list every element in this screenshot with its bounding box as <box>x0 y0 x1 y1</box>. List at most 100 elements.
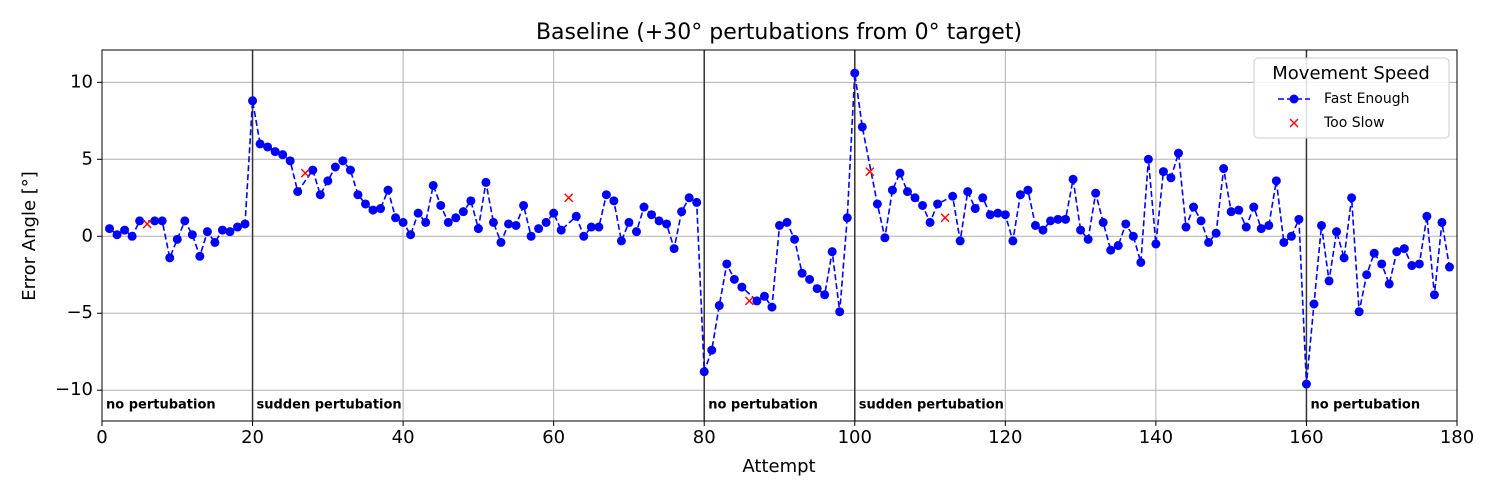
data-point <box>534 224 544 234</box>
data-point <box>1226 207 1236 217</box>
data-point <box>142 219 152 229</box>
data-point <box>1143 154 1153 164</box>
data-point <box>1444 262 1454 272</box>
data-point <box>556 225 566 235</box>
data-point <box>609 196 619 206</box>
data-point <box>1189 202 1199 212</box>
data-point <box>1061 214 1071 224</box>
y-tick-label: −5 <box>66 302 93 323</box>
data-point <box>1234 205 1244 215</box>
data-point <box>1437 217 1447 227</box>
data-point <box>797 268 807 278</box>
data-point <box>1173 148 1183 158</box>
data-point <box>391 213 401 223</box>
data-point <box>925 217 935 227</box>
data-point <box>699 367 709 377</box>
data-point <box>383 185 393 195</box>
data-point <box>1264 220 1274 230</box>
data-point <box>985 210 995 220</box>
data-point <box>1399 244 1409 254</box>
data-point <box>338 156 348 166</box>
phase-label: sudden pertubation <box>257 398 402 413</box>
data-point <box>1106 245 1116 255</box>
data-point <box>1196 216 1206 226</box>
data-point <box>172 234 182 244</box>
data-point <box>1249 202 1259 212</box>
data-point <box>1286 231 1296 241</box>
chart-title: Baseline (+30° pertubations from 0° targ… <box>536 20 1022 45</box>
data-point <box>1362 270 1372 280</box>
data-point <box>1211 228 1221 238</box>
data-point <box>1091 188 1101 198</box>
data-point <box>1008 236 1018 246</box>
data-point <box>549 208 559 218</box>
y-tick-label: −10 <box>55 379 93 400</box>
data-point <box>157 216 167 226</box>
legend: Movement Speed Fast Enough Too Slow <box>1253 57 1450 139</box>
x-tick-label: 60 <box>542 427 565 448</box>
data-point <box>263 142 273 152</box>
data-point <box>1181 222 1191 232</box>
data-point <box>1271 176 1281 186</box>
data-point <box>436 200 446 210</box>
x-axis-label: Attempt <box>742 456 815 477</box>
data-point <box>1324 276 1334 286</box>
data-point <box>1279 237 1289 247</box>
data-point <box>1068 174 1078 184</box>
data-point <box>308 165 318 175</box>
data-point <box>865 167 875 177</box>
data-point <box>135 216 145 226</box>
data-point <box>1098 217 1108 227</box>
data-point <box>820 290 830 300</box>
data-point <box>165 253 175 263</box>
x-tick-label: 80 <box>693 427 716 448</box>
data-point <box>1038 225 1048 235</box>
data-point <box>948 191 958 201</box>
data-point <box>1030 220 1040 230</box>
data-point <box>1301 379 1311 389</box>
data-point <box>729 274 739 284</box>
data-point <box>677 207 687 217</box>
data-point <box>767 302 777 312</box>
data-point <box>1377 259 1387 269</box>
data-point <box>1369 248 1379 258</box>
x-tick-label: 160 <box>1289 427 1323 448</box>
data-point <box>1241 222 1251 232</box>
data-point <box>210 237 220 247</box>
data-point <box>112 230 122 240</box>
data-point <box>850 68 860 78</box>
data-point <box>1083 234 1093 244</box>
data-point <box>1076 225 1086 235</box>
data-point <box>187 230 197 240</box>
data-point <box>902 187 912 197</box>
data-point <box>827 247 837 257</box>
data-point <box>406 230 416 240</box>
data-point <box>1256 224 1266 234</box>
data-point <box>345 165 355 175</box>
data-point <box>571 211 581 221</box>
data-point <box>579 231 589 241</box>
data-point <box>1015 190 1025 200</box>
data-point <box>1151 239 1161 249</box>
data-point <box>526 231 536 241</box>
legend-label: Too Slow <box>1323 115 1385 131</box>
data-point <box>293 187 303 197</box>
data-point <box>458 207 468 217</box>
plot-frame <box>101 49 1458 422</box>
data-point <box>1294 214 1304 224</box>
data-point <box>1053 214 1063 224</box>
data-point <box>1384 279 1394 289</box>
data-point <box>1347 193 1357 203</box>
data-point <box>910 193 920 203</box>
data-point <box>1392 247 1402 257</box>
data-point <box>1407 261 1417 271</box>
data-point <box>105 224 115 234</box>
data-point <box>376 204 386 214</box>
legend-marker <box>1289 118 1299 128</box>
data-point <box>601 190 611 200</box>
data-point <box>1113 241 1123 251</box>
data-point <box>368 205 378 215</box>
data-point <box>504 219 513 229</box>
data-point <box>586 222 596 232</box>
x-tick-label: 140 <box>1139 427 1173 448</box>
